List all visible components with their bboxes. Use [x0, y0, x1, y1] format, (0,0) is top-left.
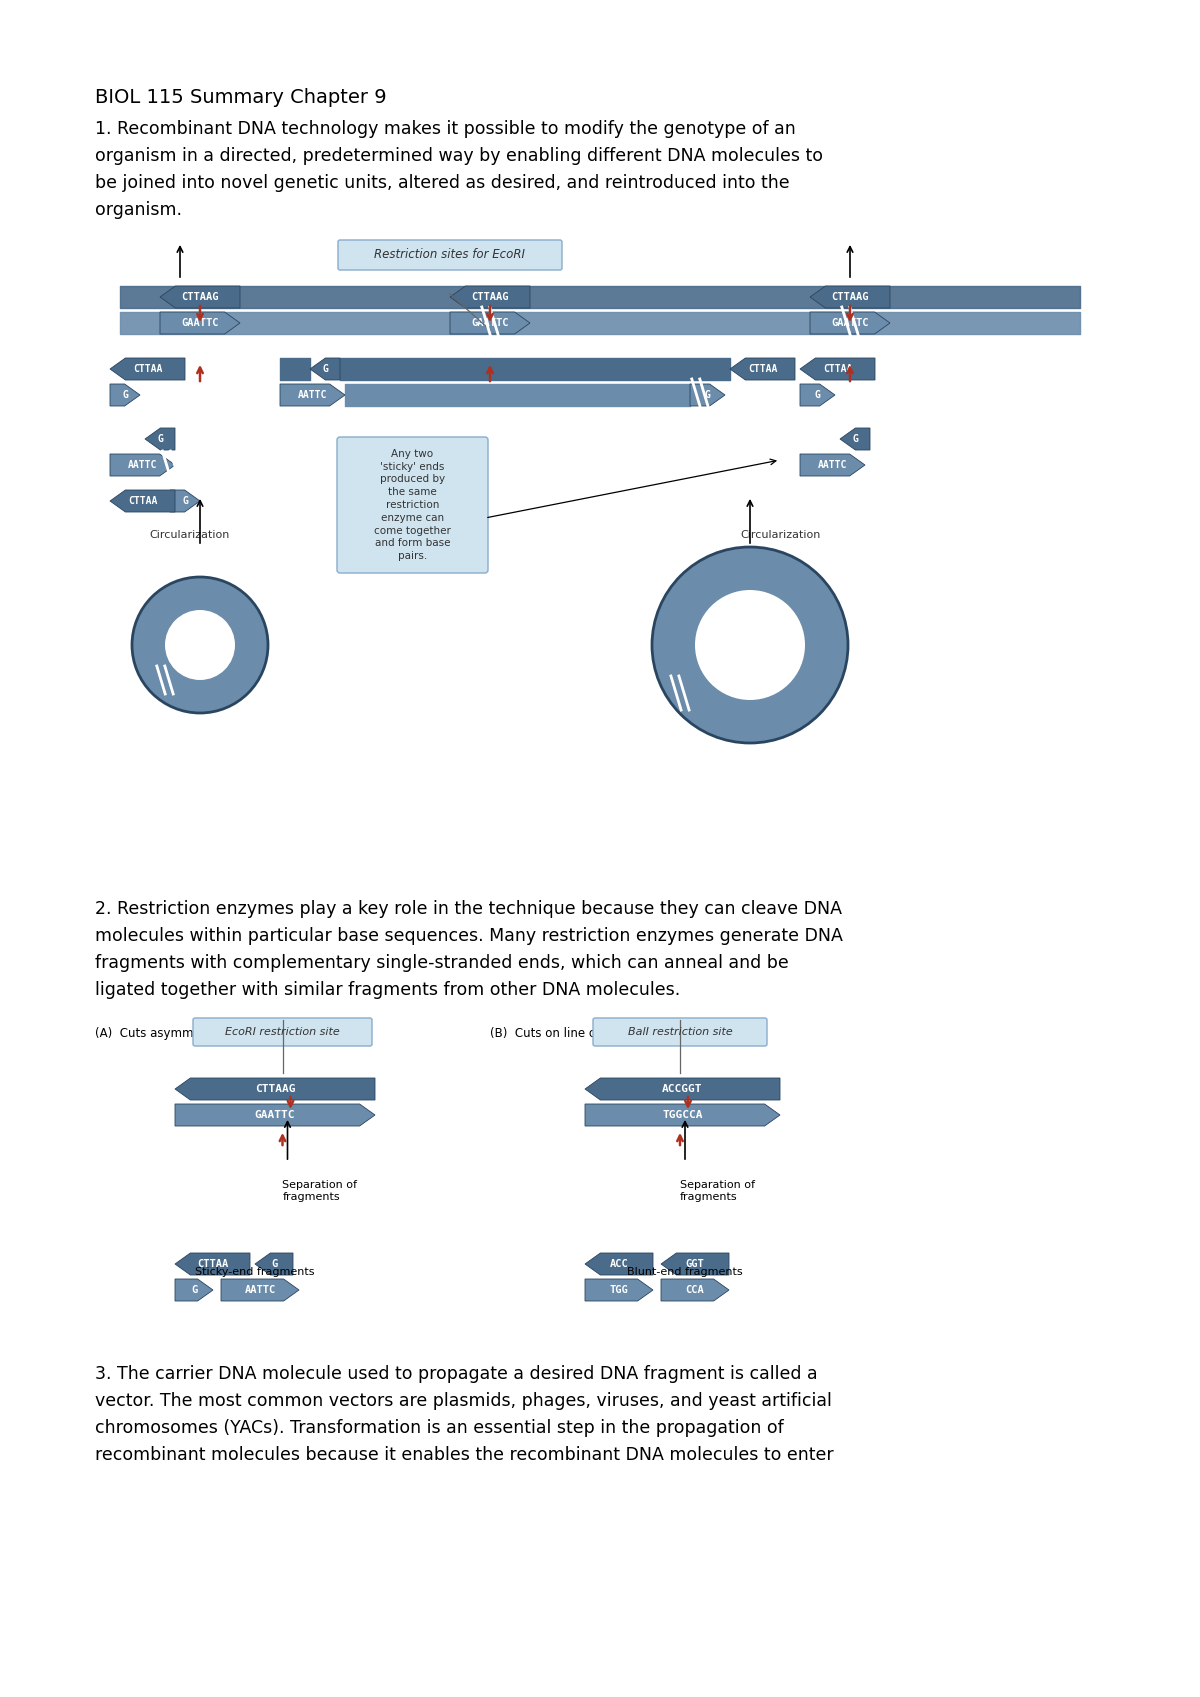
Text: TGGCCA: TGGCCA: [662, 1110, 703, 1120]
Text: G: G: [157, 434, 163, 445]
Polygon shape: [800, 455, 865, 475]
FancyBboxPatch shape: [593, 1018, 767, 1045]
Text: Sticky-end fragments: Sticky-end fragments: [196, 1268, 314, 1278]
Polygon shape: [110, 455, 175, 475]
Text: ACC: ACC: [610, 1259, 629, 1269]
Text: AATTC: AATTC: [818, 460, 847, 470]
Polygon shape: [450, 287, 530, 307]
Polygon shape: [175, 1105, 374, 1127]
Text: AATTC: AATTC: [245, 1285, 276, 1295]
Text: CTTAAG: CTTAAG: [472, 292, 509, 302]
Text: Circularization: Circularization: [150, 529, 230, 540]
FancyBboxPatch shape: [338, 239, 562, 270]
Polygon shape: [800, 358, 875, 380]
Text: GAATTC: GAATTC: [181, 317, 218, 328]
Polygon shape: [110, 384, 140, 406]
Text: G: G: [191, 1285, 197, 1295]
Polygon shape: [110, 490, 175, 512]
Polygon shape: [586, 1105, 780, 1127]
Text: 3. The carrier DNA molecule used to propagate a desired DNA fragment is called a: 3. The carrier DNA molecule used to prop…: [95, 1364, 834, 1465]
Text: CTTAAG: CTTAAG: [254, 1084, 295, 1095]
Text: (A)  Cuts asymmetrical: (A) Cuts asymmetrical: [95, 1027, 230, 1040]
Polygon shape: [800, 384, 835, 406]
Polygon shape: [170, 490, 200, 512]
Text: GAATTC: GAATTC: [186, 665, 214, 674]
Polygon shape: [256, 1252, 293, 1274]
FancyBboxPatch shape: [193, 1018, 372, 1045]
Polygon shape: [586, 1280, 653, 1302]
Text: (B)  Cuts on line of symmetry: (B) Cuts on line of symmetry: [490, 1027, 664, 1040]
Text: TGG: TGG: [610, 1285, 629, 1295]
Text: GGT: GGT: [685, 1259, 704, 1269]
Text: ACCGGT: ACCGGT: [662, 1084, 703, 1095]
Polygon shape: [110, 358, 185, 380]
Text: GAATTC: GAATTC: [734, 675, 766, 684]
Polygon shape: [661, 1280, 730, 1302]
Text: CTTAAG: CTTAAG: [181, 292, 218, 302]
Text: GAATTC: GAATTC: [472, 317, 509, 328]
FancyBboxPatch shape: [337, 438, 488, 574]
Polygon shape: [145, 428, 175, 450]
Text: G: G: [815, 390, 821, 400]
Text: EcoRI restriction site: EcoRI restriction site: [226, 1027, 340, 1037]
Text: BIOL 115 Summary Chapter 9: BIOL 115 Summary Chapter 9: [95, 88, 386, 107]
Text: Separation of
fragments: Separation of fragments: [680, 1179, 755, 1203]
Polygon shape: [661, 1252, 730, 1274]
Polygon shape: [810, 312, 890, 334]
Text: BalI restriction site: BalI restriction site: [628, 1027, 732, 1037]
Circle shape: [652, 546, 848, 743]
Text: 1. Recombinant DNA technology makes it possible to modify the genotype of an
org: 1. Recombinant DNA technology makes it p…: [95, 120, 823, 219]
Text: G: G: [122, 390, 128, 400]
Polygon shape: [175, 1280, 214, 1302]
Text: Any two
'sticky' ends
produced by
the same
restriction
enzyme can
come together
: Any two 'sticky' ends produced by the sa…: [374, 448, 451, 562]
Text: CTTAA: CTTAA: [133, 363, 162, 373]
Polygon shape: [160, 287, 240, 307]
Text: AATTC: AATTC: [128, 460, 157, 470]
Text: CTTAA: CTTAA: [197, 1259, 228, 1269]
Text: Restriction sites for EcoRI: Restriction sites for EcoRI: [374, 248, 526, 261]
Text: G: G: [322, 363, 328, 373]
Polygon shape: [450, 312, 530, 334]
Polygon shape: [730, 358, 796, 380]
Text: 2. Restriction enzymes play a key role in the technique because they can cleave : 2. Restriction enzymes play a key role i…: [95, 899, 842, 1000]
Text: GAATTC: GAATTC: [254, 1110, 295, 1120]
Polygon shape: [690, 384, 725, 406]
Polygon shape: [280, 384, 346, 406]
Polygon shape: [160, 312, 240, 334]
Text: CTTAAG: CTTAAG: [832, 292, 869, 302]
Text: GAATTC: GAATTC: [832, 317, 869, 328]
Text: Separation of
fragments: Separation of fragments: [282, 1179, 358, 1203]
Text: CTTAAG: CTTAAG: [734, 613, 766, 621]
Polygon shape: [810, 287, 890, 307]
Text: G: G: [852, 434, 858, 445]
Text: AATTC: AATTC: [298, 390, 328, 400]
Text: CTTAA: CTTAA: [128, 496, 157, 506]
Text: CCA: CCA: [685, 1285, 704, 1295]
Text: G: G: [271, 1259, 277, 1269]
Text: Blunt-end fragments: Blunt-end fragments: [628, 1268, 743, 1278]
Text: G: G: [182, 496, 188, 506]
Polygon shape: [310, 358, 340, 380]
Polygon shape: [221, 1280, 299, 1302]
Text: CTTAA: CTTAA: [748, 363, 778, 373]
Polygon shape: [586, 1078, 780, 1100]
Text: CTTAAG: CTTAAG: [186, 621, 214, 630]
Polygon shape: [175, 1252, 250, 1274]
Polygon shape: [175, 1078, 374, 1100]
Circle shape: [132, 577, 268, 713]
Polygon shape: [840, 428, 870, 450]
Polygon shape: [586, 1252, 653, 1274]
Text: G: G: [704, 390, 710, 400]
Circle shape: [695, 591, 805, 699]
Circle shape: [166, 609, 235, 680]
Text: Circularization: Circularization: [740, 529, 821, 540]
Text: CTTAA: CTTAA: [823, 363, 852, 373]
